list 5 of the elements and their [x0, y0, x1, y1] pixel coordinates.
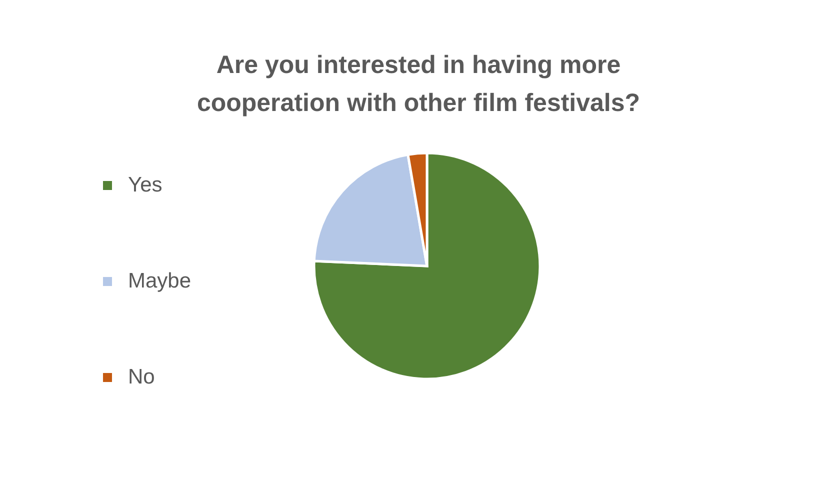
pie-slice [312, 152, 542, 380]
chart-title: Are you interested in having more cooperation with other film festivals? [196, 51, 640, 117]
legend-label: Yes [128, 174, 162, 196]
legend-label: No [128, 366, 155, 388]
legend-label: Maybe [128, 270, 192, 292]
